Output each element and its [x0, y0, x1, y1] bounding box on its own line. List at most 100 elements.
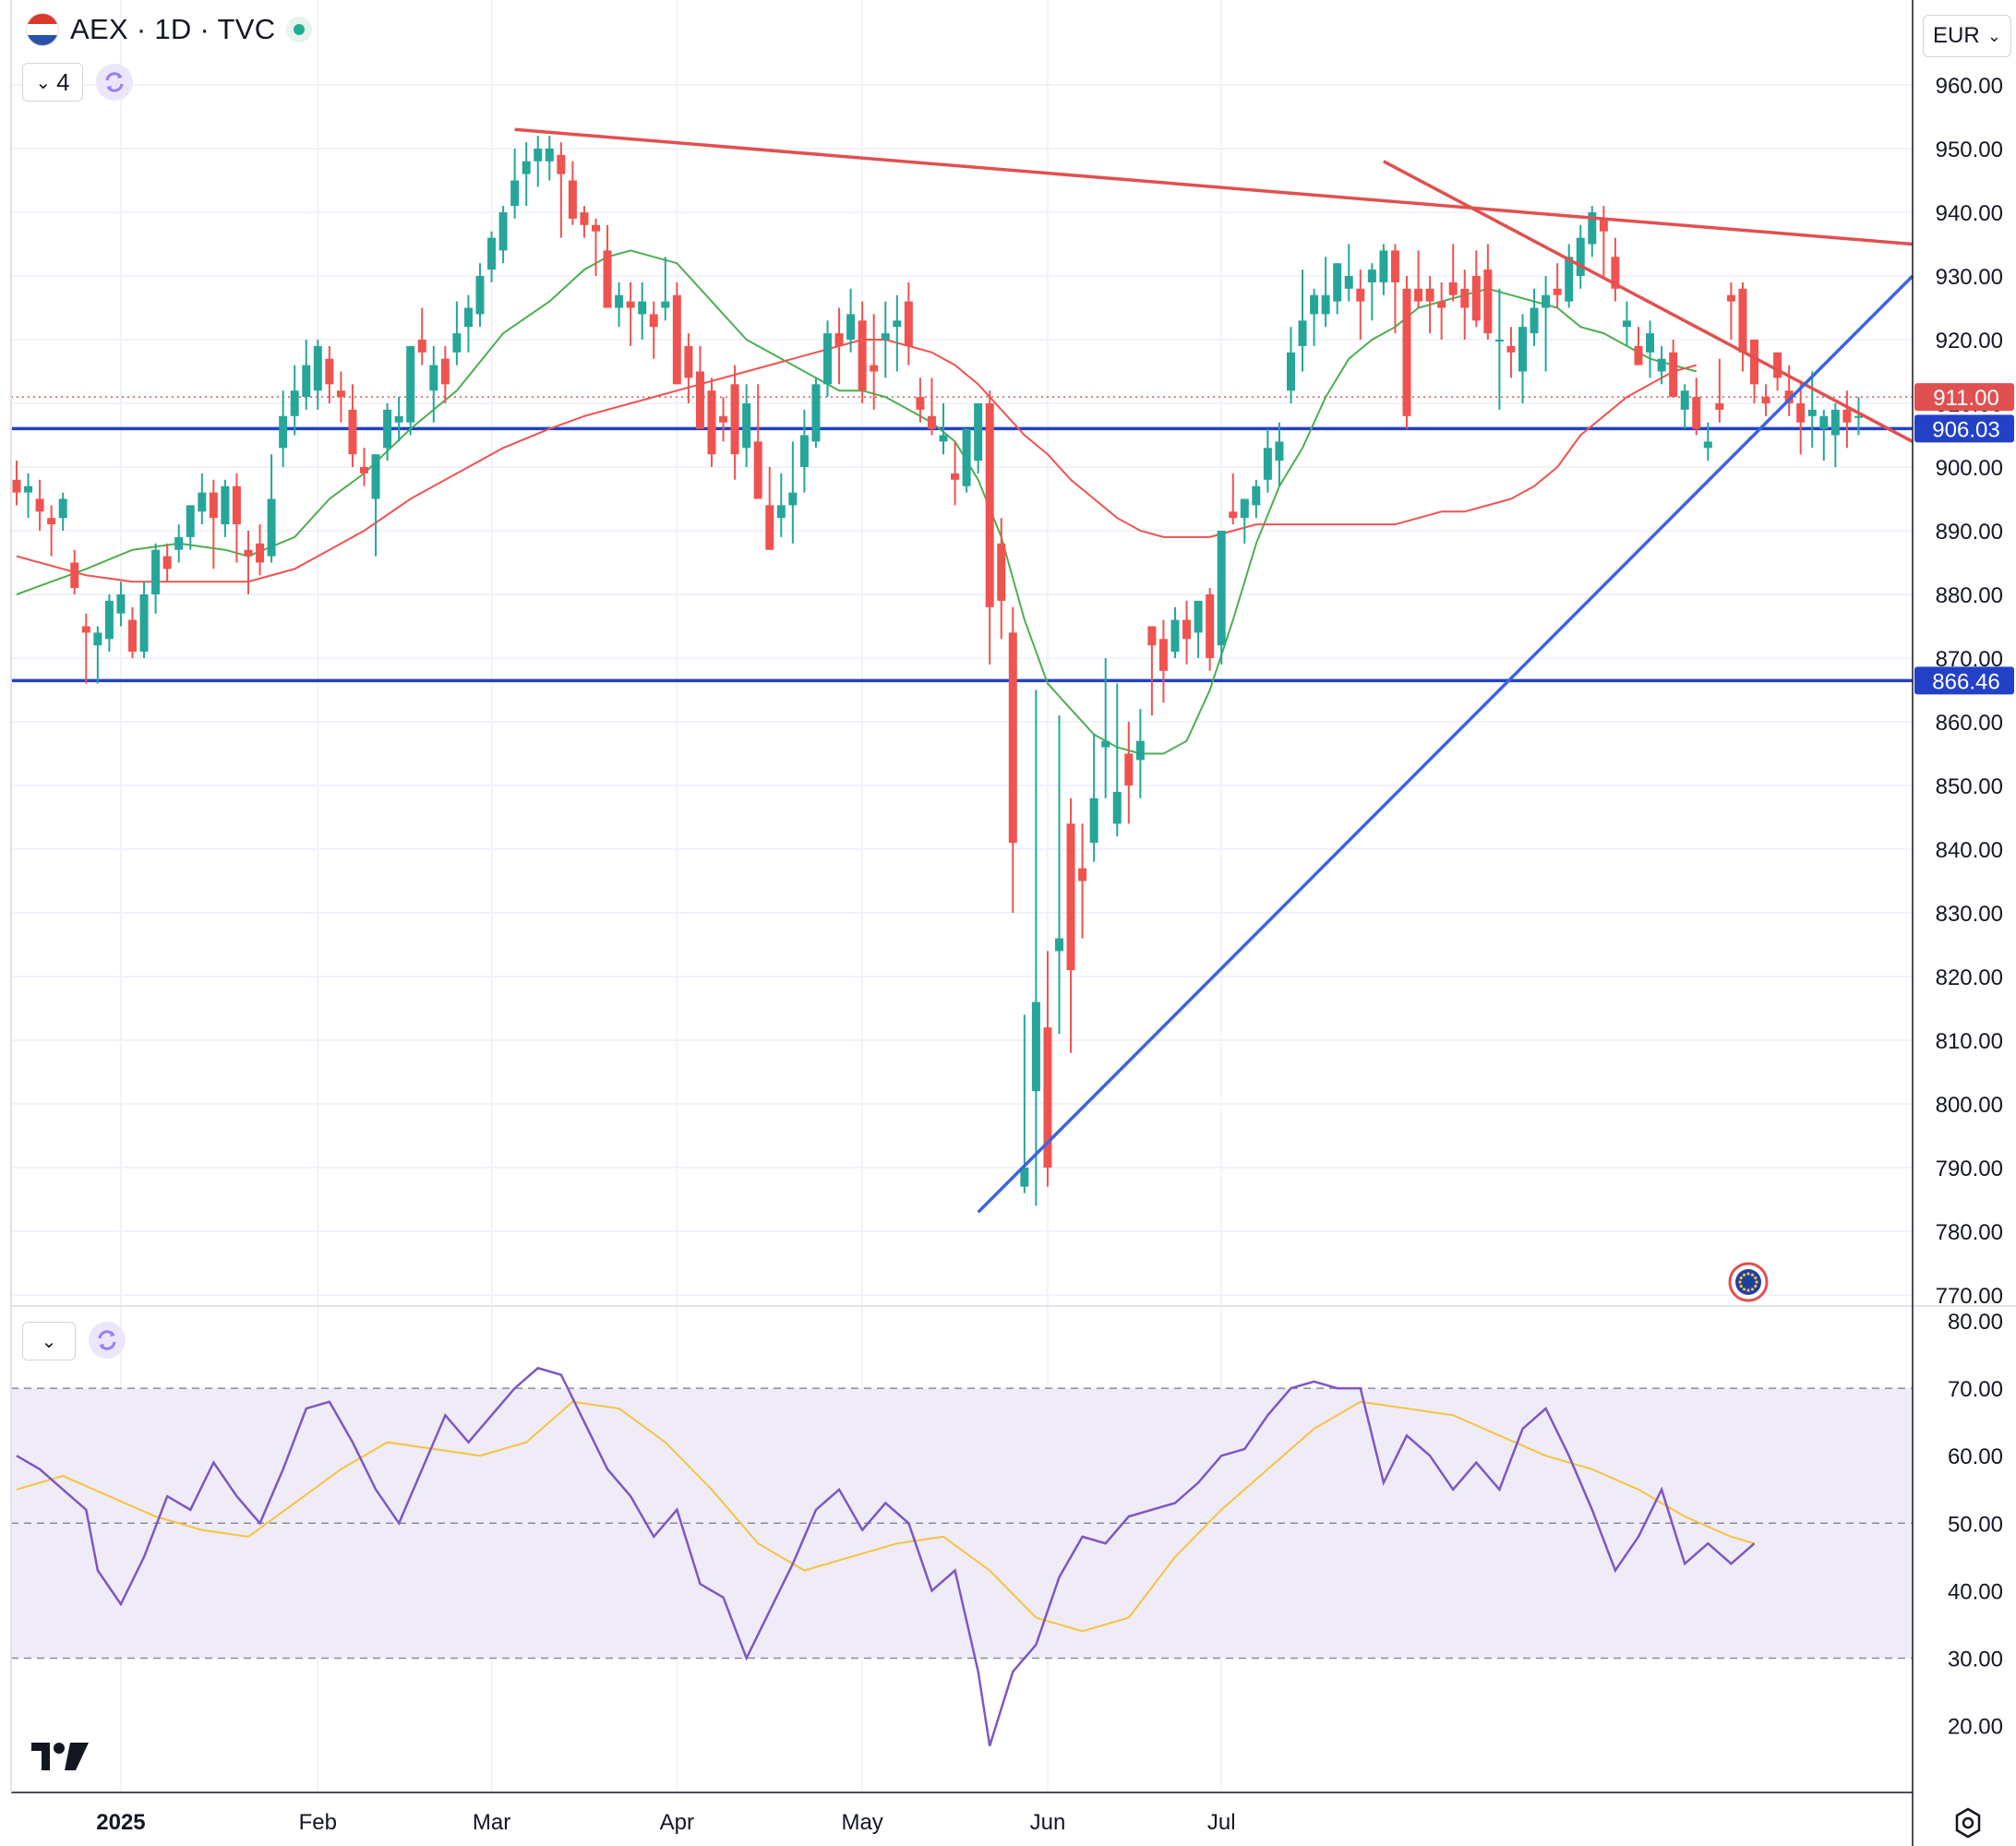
candle — [1715, 358, 1724, 423]
candle-body — [1240, 498, 1249, 519]
candle-body — [985, 403, 994, 607]
candle-body — [1229, 511, 1238, 519]
eu-event-icon — [1728, 1262, 1769, 1302]
candle-body — [429, 365, 438, 391]
price-label: 911.00 — [1914, 383, 2014, 412]
candle — [417, 307, 426, 366]
candle — [1842, 390, 1852, 449]
candle-body — [592, 224, 600, 232]
candle — [638, 282, 647, 340]
candle — [487, 231, 497, 282]
rsi-collapse-toggle[interactable]: ⌄ — [22, 1322, 76, 1361]
symbol-header[interactable]: AEX · 1D · TVC — [26, 13, 313, 46]
candle — [1066, 797, 1075, 1053]
candle — [383, 403, 392, 462]
candle — [475, 263, 485, 328]
candle-body — [811, 384, 821, 442]
candle — [719, 397, 728, 442]
candle — [1483, 244, 1493, 340]
candle-body — [12, 479, 21, 493]
candle-body — [858, 320, 867, 391]
candle — [1206, 588, 1215, 671]
candle — [325, 345, 334, 403]
eu-star — [1746, 1272, 1750, 1276]
candle-body — [684, 345, 693, 378]
candle-body — [510, 180, 520, 207]
candle — [128, 606, 137, 658]
candle-body — [534, 149, 543, 162]
candle-body — [776, 505, 786, 519]
candle — [534, 136, 543, 187]
candle-body — [1124, 753, 1134, 785]
candle — [498, 206, 508, 264]
candle — [799, 409, 809, 493]
candle-body — [1542, 294, 1551, 308]
candle-body — [974, 403, 983, 462]
candle — [1646, 320, 1655, 378]
x-tick-label: May — [841, 1810, 882, 1835]
rsi-tick-label: 30.00 — [1948, 1648, 2003, 1672]
candle-body — [1367, 270, 1376, 282]
candle-body — [1379, 250, 1388, 282]
candle-body — [1494, 340, 1504, 342]
candle-body — [232, 485, 241, 525]
settings-gear-icon[interactable] — [1952, 1807, 1984, 1843]
y-tick-label: 830.00 — [1936, 902, 2003, 927]
candle-body — [638, 301, 647, 315]
candle — [1367, 263, 1376, 321]
currency-label: EUR — [1933, 23, 1980, 48]
trend-lines[interactable] — [514, 127, 1914, 1214]
candle-body — [568, 180, 577, 219]
candle-body — [707, 390, 716, 455]
candle-body — [1553, 288, 1562, 295]
candle-body — [1043, 1027, 1052, 1168]
candle-body — [893, 320, 902, 328]
candle-body — [463, 307, 473, 328]
candle-body — [1356, 288, 1365, 302]
candle — [209, 479, 218, 569]
candle — [1414, 250, 1423, 308]
candle-body — [221, 485, 230, 525]
candle — [1055, 715, 1063, 1035]
candle — [1553, 263, 1562, 308]
y-tick-label: 770.00 — [1936, 1284, 2003, 1309]
rsi-line — [16, 1366, 1756, 1746]
y-tick-label: 780.00 — [1936, 1220, 2003, 1245]
y-tick-label: 920.00 — [1936, 329, 2003, 354]
chevron-down-icon: ⌄ — [1986, 26, 2001, 45]
sync-icon[interactable] — [96, 64, 133, 101]
candle-body — [626, 301, 635, 308]
indicators-toggle[interactable]: ⌄ 4 — [22, 63, 83, 102]
sync-icon[interactable] — [89, 1322, 126, 1359]
candle-body — [742, 403, 751, 449]
candle-body — [1819, 415, 1829, 429]
eu-star — [1742, 1273, 1746, 1277]
candle-body — [557, 154, 566, 174]
tradingview-logo-icon — [31, 1741, 89, 1777]
candlesticks[interactable] — [12, 136, 1863, 1206]
candle — [858, 301, 867, 403]
candle — [1622, 301, 1631, 346]
candle-body — [1506, 345, 1516, 353]
candle — [104, 594, 114, 653]
candle-body — [1576, 237, 1585, 276]
candle — [1494, 288, 1504, 410]
candle — [1101, 658, 1110, 798]
candle-body — [1854, 415, 1863, 418]
currency-select[interactable]: EUR ⌄ — [1923, 15, 2011, 57]
candle — [429, 345, 438, 423]
horizontal-levels — [11, 396, 1913, 683]
candle-body — [1483, 270, 1493, 334]
eu-star — [1746, 1289, 1750, 1292]
candle — [1542, 276, 1551, 372]
candle — [174, 524, 184, 563]
candle-body — [1170, 619, 1180, 653]
candle-body — [719, 415, 728, 423]
candle-body — [1252, 485, 1261, 506]
candle-body — [997, 543, 1006, 601]
candle-body — [336, 390, 345, 398]
candle-body — [1634, 345, 1643, 366]
candle-body — [209, 492, 218, 519]
candle-body — [788, 492, 798, 506]
